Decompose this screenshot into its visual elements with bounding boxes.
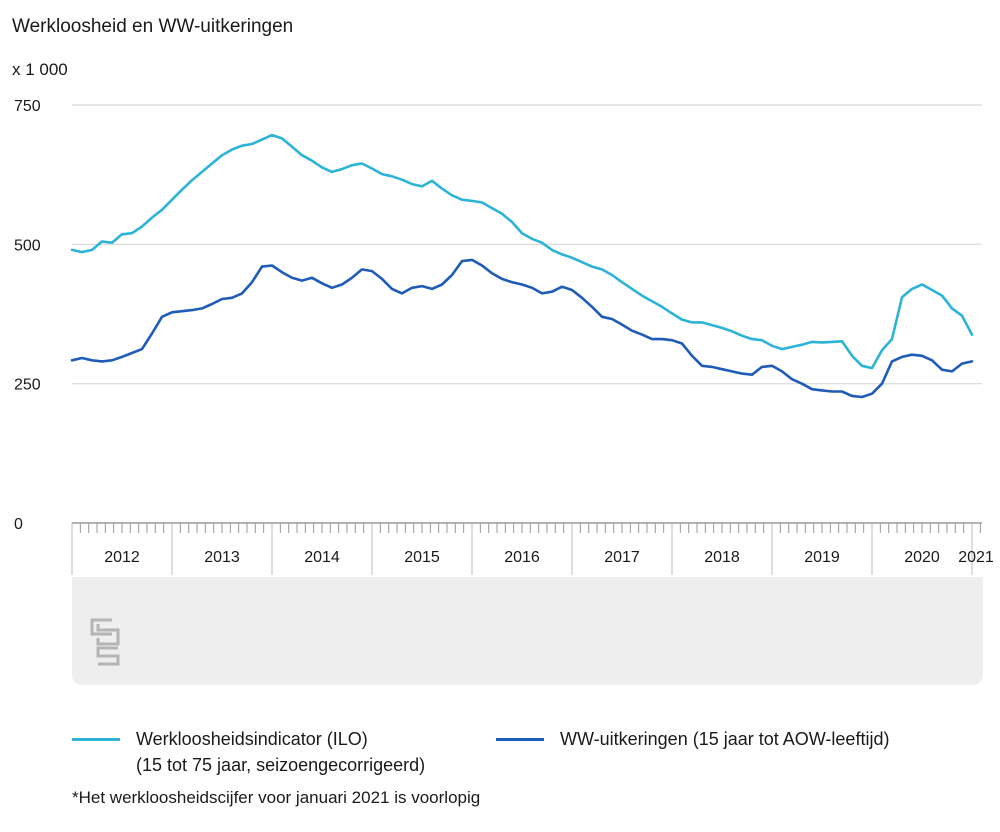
logo-stroke <box>96 646 120 666</box>
axis-label-strip <box>72 525 983 577</box>
legend-label-ilo: Werkloosheidsindicator (ILO) (15 tot 75 … <box>136 726 425 778</box>
x-tick-label: 2013 <box>204 549 240 566</box>
logo-stroke <box>90 618 112 636</box>
x-tick-label: 2012 <box>104 549 140 566</box>
x-tick-label: 2019 <box>804 549 840 566</box>
y-tick-label: 750 <box>14 98 41 115</box>
legend-label-ilo-line2: (15 tot 75 jaar, seizoengecorrigeerd) <box>136 755 426 775</box>
x-tick-label: 2015 <box>404 549 440 566</box>
y-unit-label: x 1 000 <box>12 60 68 79</box>
series-line-0 <box>70 133 974 370</box>
y-tick-label: 500 <box>14 237 41 254</box>
x-tick-label: 2021 <box>958 549 994 566</box>
legend-label-ww: WW-uitkeringen (15 jaar tot AOW-leeftijd… <box>560 729 890 749</box>
legend-swatch-ww <box>496 738 544 741</box>
series-line-1 <box>70 258 974 399</box>
x-axis-layer: 2012 2013 2014 2015 2016 2017 2018 2019 2020 2021 <box>71 522 994 685</box>
x-tick-label: 2014 <box>304 549 340 566</box>
grid-layer: 0 250 500 750 <box>14 98 982 533</box>
x-tick-label: 2016 <box>504 549 540 566</box>
x-tick-label: 2020 <box>904 549 940 566</box>
y-tick-label: 0 <box>14 516 23 533</box>
legend-swatch-ilo <box>72 738 120 741</box>
logo-stroke <box>96 624 120 646</box>
x-tick-label: 2018 <box>704 549 740 566</box>
cbs-logo <box>90 618 120 666</box>
legend-label-ilo-line1: Werkloosheidsindicator (ILO) <box>136 729 368 749</box>
chart-title: Werkloosheid en WW-uitkeringen <box>12 16 294 37</box>
series-layer <box>70 133 974 399</box>
footnote: *Het werkloosheidscijfer voor januari 20… <box>72 788 481 807</box>
y-tick-label: 250 <box>14 377 41 394</box>
x-tick-label: 2017 <box>604 549 640 566</box>
